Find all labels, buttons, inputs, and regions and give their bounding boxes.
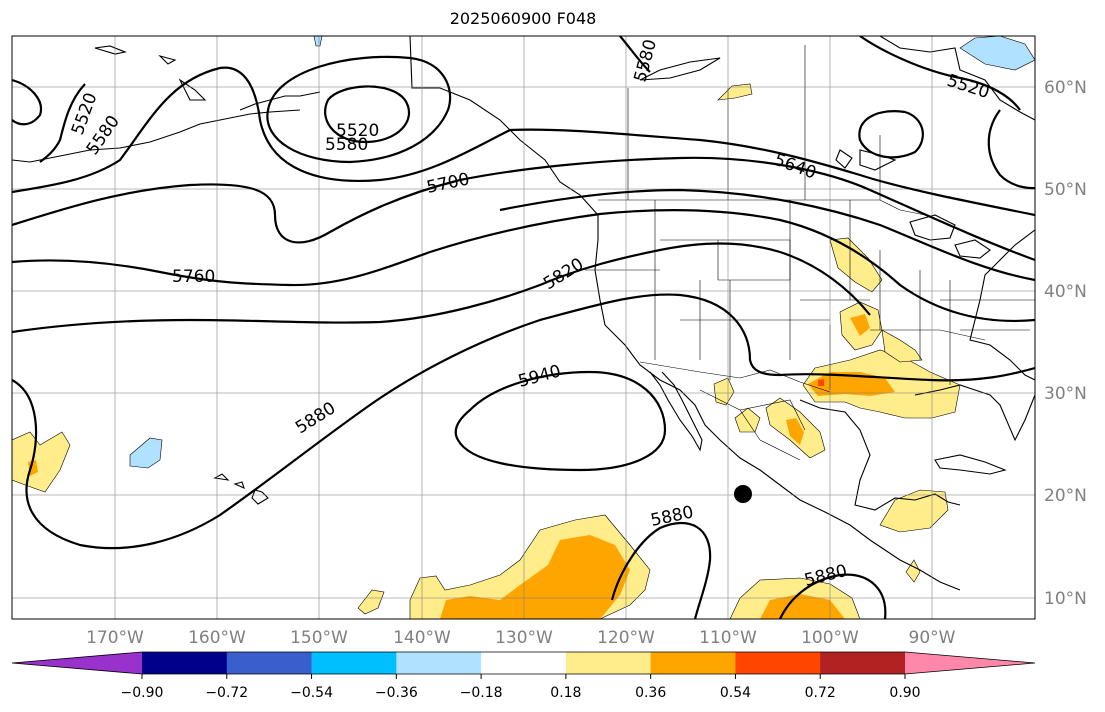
colorbar-tick-label: −0.90 (121, 685, 164, 701)
contour-5520-west-2 (39, 83, 86, 163)
shade-blue-pacific (129, 437, 163, 469)
contour-5820 (12, 242, 871, 334)
lat-label-60n: 60°N (1044, 78, 1087, 98)
shade-southeast (881, 329, 923, 363)
colorbar: −0.90 −0.72 −0.54 −0.36 −0.18 0.18 0.36 0.54 0.7… (11, 651, 1036, 701)
contour-5880-southeast (779, 573, 887, 619)
colorbar-swatch (396, 652, 482, 674)
border-us-mexico (639, 361, 831, 393)
shade-canada (717, 83, 753, 101)
colorbar-swatch (481, 652, 567, 674)
contour-5520-ne (859, 36, 1021, 111)
colorbar-swatch (565, 652, 652, 674)
border-canada-us (598, 199, 926, 216)
colorbar-tick-label: 0.36 (635, 685, 666, 701)
border-us-states-3 (879, 250, 1035, 385)
shade-south-mexico-coast-core (760, 594, 845, 619)
contour-5700 (12, 156, 1035, 262)
contour-5940 (454, 370, 667, 472)
coastline-alaska-canada (409, 36, 961, 591)
colorbar-tick-label: 0.54 (720, 685, 751, 701)
lon-label-150w: 150°W (290, 628, 348, 648)
colorbar-tick-label: −0.72 (205, 685, 248, 701)
shade-small-pacific (357, 589, 385, 615)
shade-plains-1 (829, 237, 883, 293)
colorbar-extend-low (12, 652, 142, 674)
lat-label-10n: 10°N (1044, 589, 1087, 609)
colorbar-swatch (226, 652, 313, 674)
shade-mexico-3 (713, 377, 735, 406)
shade-north-blue (313, 36, 323, 47)
colorbar-tick-label: 0.72 (805, 685, 836, 701)
contour-5760 (12, 208, 1035, 323)
lat-label-40n: 40°N (1044, 282, 1087, 302)
lon-label-170w: 170°W (86, 628, 144, 648)
lat-label-20n: 20°N (1044, 486, 1087, 506)
location-marker (734, 485, 752, 503)
colorbar-swatch (820, 652, 906, 674)
contour-5580-north (619, 36, 651, 73)
coastline-arctic (639, 36, 1035, 121)
coastline-hawaii (213, 473, 269, 505)
border-us-states-2 (680, 200, 986, 390)
contour-label-5520-alaska: 5520 (336, 121, 379, 141)
political-borders (585, 45, 1035, 461)
contour-5580-outer (12, 66, 1035, 217)
colorbar-swatch (650, 652, 736, 674)
coastline-great-lakes (909, 214, 991, 259)
coastline-gulf (799, 399, 961, 511)
lon-label-90w: 90°W (909, 628, 956, 648)
colorbar-swatch (142, 652, 228, 674)
contour-5580-alaska-ring (266, 55, 452, 164)
lon-label-110w: 110°W (699, 628, 757, 648)
contour-5520-alaska-low (324, 85, 411, 144)
coastlines (12, 36, 1035, 591)
coastline-aleutians (239, 91, 321, 111)
lon-label-130w: 130°W (495, 628, 553, 648)
longitude-labels: 170°W 160°W 150°W 140°W 130°W 120°W 110°… (86, 628, 956, 648)
colorbar-tick-label: −0.36 (375, 685, 418, 701)
border-mexico-states (699, 389, 806, 461)
shade-hudson-blue (959, 36, 1035, 71)
height-contours (12, 36, 1035, 619)
coastline-baja (649, 371, 703, 452)
map-frame (11, 35, 1036, 620)
coastline-florida (914, 384, 1035, 442)
coastline-east (969, 229, 1035, 381)
colorbar-tick-label: −0.54 (290, 685, 333, 701)
lon-label-100w: 100°W (801, 628, 859, 648)
lon-label-120w: 120°W (597, 628, 655, 648)
contour-label-5580-alaska: 5580 (325, 135, 368, 155)
colorbar-extend-high (905, 652, 1035, 674)
contour-5880-south (610, 522, 712, 619)
contour-5640 (499, 188, 1035, 282)
colorbar-swatch (311, 652, 397, 674)
lat-label-30n: 30°N (1044, 384, 1087, 404)
shade-mexico-1-core (786, 418, 804, 445)
map-title: 2025060900 F048 (449, 9, 597, 28)
latitude-labels: 60°N 50°N 40°N 30°N 20°N 10°N (1044, 78, 1087, 609)
colorbar-tick-label: −0.18 (460, 685, 503, 701)
contour-label-5760: 5760 (172, 267, 215, 287)
colorbar-swatch (735, 652, 821, 674)
lat-label-50n: 50°N (1044, 180, 1087, 200)
colorbar-tick-label: 0.18 (550, 685, 581, 701)
coastline-west-alaska (12, 109, 301, 163)
colorbar-tick-label: 0.90 (889, 685, 920, 701)
shade-texas-gulf-red (818, 379, 824, 386)
contour-5520-west (12, 78, 43, 126)
shade-small-caribbean (905, 559, 921, 583)
shade-plains-2-core (850, 314, 870, 336)
coastline-cuba (934, 454, 1007, 475)
lon-label-140w: 140°W (393, 628, 451, 648)
lon-label-160w: 160°W (188, 628, 246, 648)
contour-5580-ne (858, 110, 924, 159)
shade-mexico-2 (734, 407, 761, 433)
contour-5580-ne-2 (987, 109, 1035, 190)
contour-5880 (12, 293, 1035, 550)
